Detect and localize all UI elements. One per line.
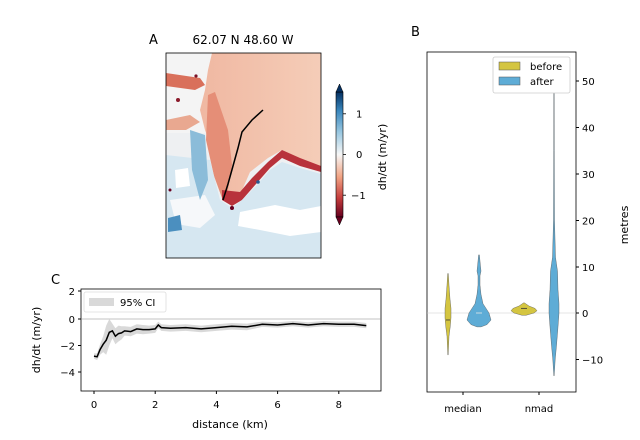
- violin-before: [444, 273, 452, 356]
- legend-swatch-before: [498, 61, 521, 71]
- y-tick-label: 10: [582, 263, 595, 274]
- colorbar-tick-label: 0: [356, 150, 362, 161]
- x-tick-label: 2: [152, 400, 158, 411]
- x-tick-label: 4: [213, 400, 219, 411]
- colorbar: 1 0 −1 dh/dt (m/yr): [335, 83, 389, 226]
- x-tick-label: 0: [91, 400, 97, 411]
- map-frame: [165, 52, 322, 259]
- violin-after: [548, 89, 560, 376]
- colorbar-label: dh/dt (m/yr): [376, 124, 389, 191]
- y-tick-label: −10: [582, 356, 603, 367]
- panel-b-letter: B: [411, 25, 420, 40]
- y-tick-label: 20: [582, 217, 595, 228]
- legend-label-after: after: [530, 77, 555, 88]
- y-tick-label: 0: [69, 315, 75, 326]
- y-tick-label: 30: [582, 170, 595, 181]
- violin-after: [466, 254, 492, 328]
- y-axis-right: 50 40 30 20 10 0 −10: [576, 77, 603, 367]
- x-tick-label: 6: [274, 400, 280, 411]
- colorbar-tick-label: 1: [356, 110, 362, 121]
- y-axis-label-c: dh/dt (m/yr): [30, 307, 43, 374]
- panel-a-title: 62.07 N 48.60 W: [193, 33, 294, 47]
- profile-line-chart: 95% CI 2 0 −2 −4 dh/dt (m/yr) 0 2 4 6 8 …: [30, 287, 382, 431]
- panel-c-letter: C: [51, 273, 60, 288]
- y-tick-label: 50: [582, 77, 595, 88]
- y-tick-label: −4: [60, 368, 75, 379]
- x-category-label: nmad: [525, 404, 554, 415]
- x-category-label: median: [444, 404, 482, 415]
- dhdt-map-image: [166, 53, 321, 258]
- y-tick-label: 2: [69, 287, 75, 298]
- legend-swatch-after: [498, 76, 521, 86]
- y-tick-label: −2: [60, 342, 75, 353]
- x-tick-label: 8: [336, 400, 342, 411]
- panel-a-letter: A: [149, 33, 158, 48]
- legend-label-before: before: [530, 62, 562, 73]
- legend-swatch-ci: [89, 298, 114, 306]
- y-axis-label-b: metres: [618, 205, 631, 244]
- violin-legend: before after: [492, 56, 571, 94]
- violin-plot: before after 50 40 30 20 10 0 −10 metres…: [426, 51, 631, 415]
- colorbar-tick-label: −1: [351, 191, 366, 202]
- violin-before: [510, 302, 538, 316]
- y-axis-left: 2 0 −2 −4: [60, 287, 81, 379]
- y-tick-label: 0: [582, 309, 588, 320]
- y-tick-label: 40: [582, 124, 595, 135]
- ci-legend: 95% CI: [83, 291, 167, 313]
- x-axis-label-c: distance (km): [192, 418, 268, 431]
- flowline-path: [222, 109, 264, 201]
- ci-band: [94, 319, 367, 361]
- x-axis: 0 2 4 6 8: [91, 391, 342, 411]
- dhdt-profile-line: [93, 322, 367, 358]
- legend-label-ci: 95% CI: [120, 298, 155, 309]
